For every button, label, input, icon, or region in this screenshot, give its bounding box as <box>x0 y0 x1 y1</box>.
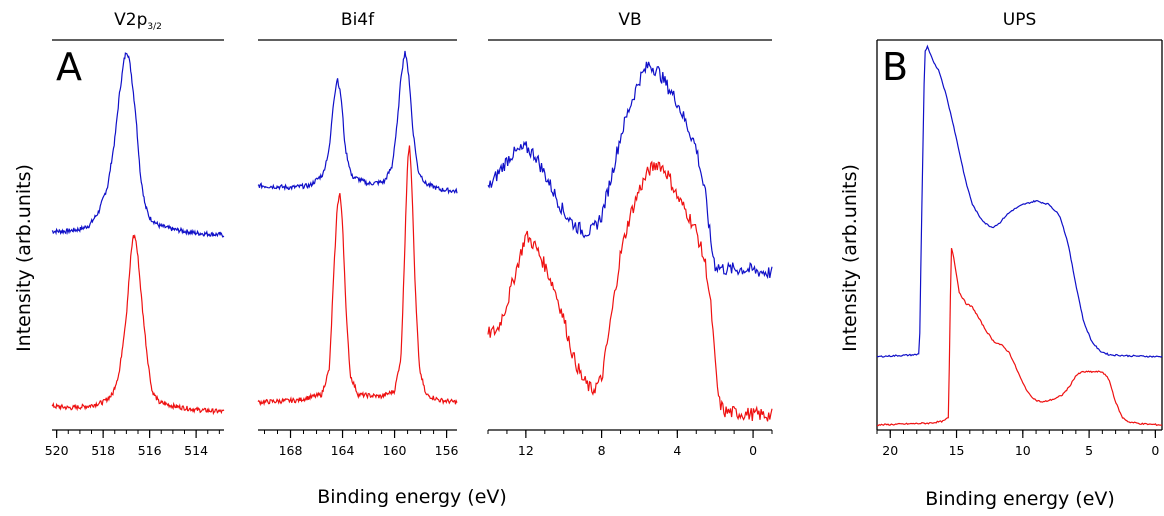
x-tick-label: 12 <box>518 443 534 458</box>
panel-title: Bi4f <box>341 10 375 30</box>
panel-title: V2p3/2 <box>114 10 162 32</box>
x-tick-label: 15 <box>949 443 965 458</box>
panel-title-subscript: 3/2 <box>147 22 161 32</box>
y-axis-label-right: Intensity (arb.units) <box>839 164 861 352</box>
x-tick-label: 168 <box>279 443 303 458</box>
panel-label-b: B <box>882 45 908 89</box>
x-tick-label: 4 <box>673 443 681 458</box>
x-tick-label: 156 <box>435 443 459 458</box>
x-tick-label: 164 <box>331 443 355 458</box>
x-tick-label: 0 <box>1151 443 1159 458</box>
panel-title: VB <box>618 10 641 30</box>
series-line-red <box>487 160 773 422</box>
y-axis-label-left: Intensity (arb.units) <box>13 164 35 352</box>
panel-label-a: A <box>56 45 82 89</box>
panel-1: V2p3/2 520 518 516 514 <box>45 10 225 458</box>
x-tick-label: 516 <box>138 443 162 458</box>
panel-title: UPS <box>1003 10 1037 30</box>
x-axis-label-left: Binding energy (eV) <box>317 486 507 508</box>
panel-4: UPS 20 15 10 5 0 <box>876 10 1163 458</box>
panel-2: Bi4f 168 164 160 156 <box>257 10 459 458</box>
series-line-red <box>257 145 458 407</box>
x-tick-label: 5 <box>1085 443 1093 458</box>
panel-3: VB 12 8 4 0 <box>487 10 773 458</box>
series-line-blue <box>876 44 1163 358</box>
x-tick-label: 10 <box>1015 443 1031 458</box>
series-line-blue <box>51 52 225 238</box>
x-tick-label: 514 <box>184 443 208 458</box>
series-line-blue <box>487 61 773 280</box>
series-line-blue <box>257 50 458 195</box>
x-tick-label: 520 <box>45 443 69 458</box>
x-tick-label: 518 <box>91 443 115 458</box>
x-tick-label: 160 <box>383 443 407 458</box>
x-tick-label: 0 <box>749 443 757 458</box>
x-tick-label: 20 <box>882 443 898 458</box>
x-tick-label: 8 <box>598 443 606 458</box>
series-line-red <box>51 234 225 416</box>
x-axis-label-right: Binding energy (eV) <box>925 488 1115 510</box>
series-line-red <box>876 248 1163 427</box>
